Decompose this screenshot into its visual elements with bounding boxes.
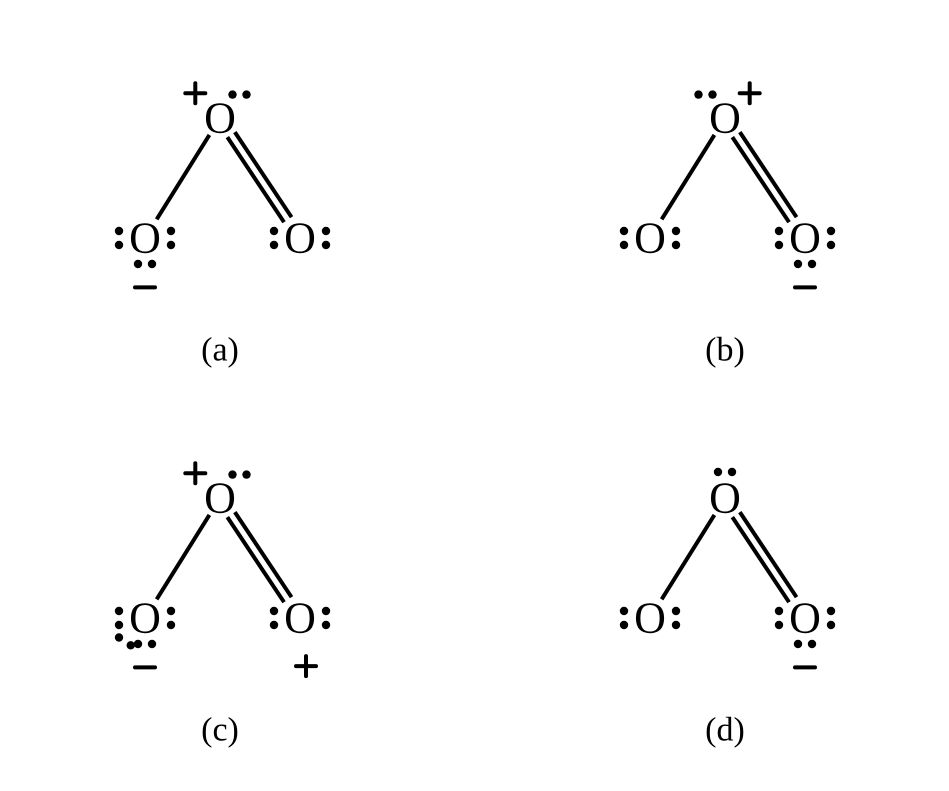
- caption-a: (a): [201, 332, 239, 369]
- atom-d-right: O: [789, 594, 821, 643]
- atom-a-right: O: [284, 214, 316, 263]
- caption-b: (b): [705, 332, 745, 369]
- structure-d: O O O (d): [620, 468, 835, 749]
- atom-d-top: O: [709, 474, 741, 523]
- lewis-structures-figure: O O O (a) O O O (b) O O O (c) O O O (d): [0, 0, 949, 791]
- atom-d-left: O: [634, 594, 666, 643]
- structure-c: O O O (c): [115, 463, 330, 748]
- atom-b-right: O: [789, 214, 821, 263]
- atom-c-top: O: [204, 474, 236, 523]
- atom-a-top: O: [204, 94, 236, 143]
- atom-c-left: O: [129, 594, 161, 643]
- atom-c-right: O: [284, 594, 316, 643]
- structure-b: O O O (b): [620, 83, 835, 368]
- caption-d: (d): [705, 712, 745, 749]
- atom-a-left: O: [129, 214, 161, 263]
- atom-b-top: O: [709, 94, 741, 143]
- structure-a: O O O (a): [115, 83, 330, 368]
- atom-b-left: O: [634, 214, 666, 263]
- caption-c: (c): [201, 712, 239, 749]
